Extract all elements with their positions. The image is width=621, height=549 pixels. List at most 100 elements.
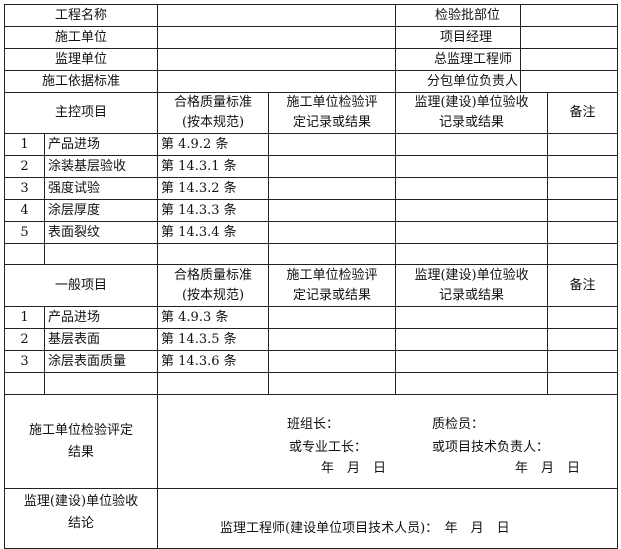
- item-standard: 第 14.3.1 条: [157, 155, 270, 178]
- item-name: 涂层表面质量: [43, 350, 159, 373]
- inspection-record-table: 工程名称 检验批部位 施工单位 项目经理 监理单位 总监理工程师 施工依据标准 …: [3, 4, 619, 549]
- supervisor-result-cell[interactable]: [395, 221, 549, 244]
- empty-row: [4, 372, 619, 395]
- general-section-header: 一般项目 合格质量标准 (按本规范) 施工单位检验评 定记录或结果 监理(建设)单位…: [3, 264, 619, 307]
- supervisor-signer-label: 监理工程师(建设单位项目技术人员)： 年 月 日: [220, 521, 510, 536]
- col-supervisor-line1: 监理(建设)单位验收: [414, 267, 529, 283]
- col-contractor: 施工单位检验评 定记录或结果: [268, 264, 397, 307]
- label-batch-location: 检验批部位: [395, 4, 522, 27]
- header-row: 施工单位 项目经理: [3, 26, 619, 49]
- col-supervisor: 监理(建设)单位验收 记录或结果: [395, 92, 549, 134]
- supervisor-conclusion-label: 监理(建设)单位验收 结论: [3, 488, 159, 549]
- item-standard: 第 14.3.3 条: [157, 199, 270, 222]
- label-project-manager: 项目经理: [395, 26, 522, 49]
- col-standard-line2: (按本规范): [181, 287, 245, 303]
- item-standard: 第 14.3.5 条: [157, 328, 270, 351]
- remarks-cell[interactable]: [547, 328, 619, 351]
- date-contractor: 年 月 日: [321, 461, 387, 476]
- supervisor-result-cell[interactable]: [395, 199, 549, 222]
- empty-row: [4, 243, 619, 265]
- item-number: 3: [4, 350, 45, 373]
- contractor-result-cell[interactable]: [268, 155, 397, 178]
- col-contractor-line2: 定记录或结果: [293, 287, 372, 303]
- col-supervisor-line1: 监理(建设)单位验收: [414, 95, 529, 110]
- field-standard-basis[interactable]: [157, 70, 397, 93]
- contractor-result-cell[interactable]: [268, 306, 397, 329]
- contractor-result-cell[interactable]: [268, 199, 397, 222]
- item-standard: 第 4.9.2 条: [157, 133, 270, 156]
- item-name: 产品进场: [43, 133, 159, 156]
- label-standard-basis: 施工依据标准: [3, 70, 159, 93]
- label-line2: 结论: [68, 516, 95, 531]
- contractor-result-cell[interactable]: [268, 350, 397, 373]
- label-line2: 结果: [68, 444, 95, 460]
- supervisor-result-cell[interactable]: [395, 350, 549, 373]
- label-contractor: 施工单位: [3, 26, 159, 49]
- main-section-title: 主控项目: [3, 92, 159, 134]
- contractor-result-row: 施工单位检验评定 结果 班组长： 质检员： 或专业工长： 或项目技术负责人： 年 …: [3, 394, 619, 489]
- supervisor-conclusion-signature[interactable]: 监理工程师(建设单位项目技术人员)： 年 月 日: [157, 488, 619, 549]
- inspector-label: 质检员：: [432, 417, 485, 432]
- col-remarks: 备注: [547, 264, 619, 307]
- header-row: 工程名称 检验批部位: [3, 4, 619, 27]
- remarks-cell[interactable]: [547, 155, 619, 178]
- field-subcontractor-lead[interactable]: [520, 70, 619, 93]
- remarks-cell[interactable]: [547, 350, 619, 373]
- remarks-cell[interactable]: [547, 177, 619, 200]
- contractor-result-signatures[interactable]: 班组长： 质检员： 或专业工长： 或项目技术负责人： 年 月 日 年 月 日: [157, 394, 619, 489]
- supervisor-result-cell[interactable]: [395, 306, 549, 329]
- field-project-name[interactable]: [157, 4, 397, 27]
- item-name: 强度试验: [43, 177, 159, 200]
- remarks-cell[interactable]: [547, 199, 619, 222]
- field-chief-supervisor[interactable]: [520, 48, 619, 71]
- item-number: 5: [4, 221, 45, 244]
- col-standard: 合格质量标准 (按本规范): [157, 92, 270, 134]
- item-number: 3: [4, 177, 45, 200]
- supervisor-conclusion-row: 监理(建设)单位验收 结论 监理工程师(建设单位项目技术人员)： 年 月 日: [3, 488, 619, 549]
- contractor-result-cell[interactable]: [268, 221, 397, 244]
- supervisor-result-cell[interactable]: [395, 328, 549, 351]
- label-project-name: 工程名称: [3, 4, 159, 27]
- item-name: 涂层厚度: [43, 199, 159, 222]
- item-number: 2: [4, 328, 45, 351]
- item-row: 4 涂层厚度 第 14.3.3 条: [4, 199, 619, 222]
- item-number: 4: [4, 199, 45, 222]
- label-supervisor-unit: 监理单位: [3, 48, 159, 71]
- item-row: 3 强度试验 第 14.3.2 条: [4, 177, 619, 200]
- col-remarks: 备注: [547, 92, 619, 134]
- contractor-result-cell[interactable]: [268, 177, 397, 200]
- supervisor-result-cell[interactable]: [395, 133, 549, 156]
- item-row: 3 涂层表面质量 第 14.3.6 条: [4, 350, 619, 373]
- col-supervisor-line2: 记录或结果: [439, 115, 505, 130]
- field-contractor[interactable]: [157, 26, 397, 49]
- contractor-result-cell[interactable]: [268, 328, 397, 351]
- field-project-manager[interactable]: [520, 26, 619, 49]
- field-batch-location[interactable]: [520, 4, 619, 27]
- col-supervisor-line2: 记录或结果: [439, 287, 505, 303]
- label-line1: 监理(建设)单位验收: [23, 494, 139, 509]
- main-section-header: 主控项目 合格质量标准 (按本规范) 施工单位检验评 定记录或结果 监理(建设)单位…: [3, 92, 619, 134]
- item-standard: 第 14.3.4 条: [157, 221, 270, 244]
- item-name: 基层表面: [43, 328, 159, 351]
- item-name: 产品进场: [43, 306, 159, 329]
- label-line1: 施工单位检验评定: [29, 422, 134, 438]
- remarks-cell[interactable]: [547, 133, 619, 156]
- tech-lead-label: 或项目技术负责人：: [432, 440, 550, 455]
- supervisor-result-cell[interactable]: [395, 177, 549, 200]
- remarks-cell[interactable]: [547, 221, 619, 244]
- col-contractor-line2: 定记录或结果: [293, 115, 372, 130]
- col-standard: 合格质量标准 (按本规范): [157, 264, 270, 307]
- foreman-label: 或专业工长：: [289, 440, 368, 455]
- supervisor-result-cell[interactable]: [395, 155, 549, 178]
- item-number: 1: [4, 306, 45, 329]
- field-supervisor-unit[interactable]: [157, 48, 397, 71]
- item-standard: 第 14.3.2 条: [157, 177, 270, 200]
- remarks-cell[interactable]: [547, 306, 619, 329]
- label-subcontractor-lead: 分包单位负责人: [395, 70, 522, 93]
- item-name: 表面裂纹: [43, 221, 159, 244]
- item-row: 1 产品进场 第 4.9.2 条: [4, 133, 619, 156]
- contractor-result-label: 施工单位检验评定 结果: [3, 394, 159, 489]
- contractor-result-cell[interactable]: [268, 133, 397, 156]
- date-inspector: 年 月 日: [515, 461, 581, 476]
- item-row: 1 产品进场 第 4.9.3 条: [4, 306, 619, 329]
